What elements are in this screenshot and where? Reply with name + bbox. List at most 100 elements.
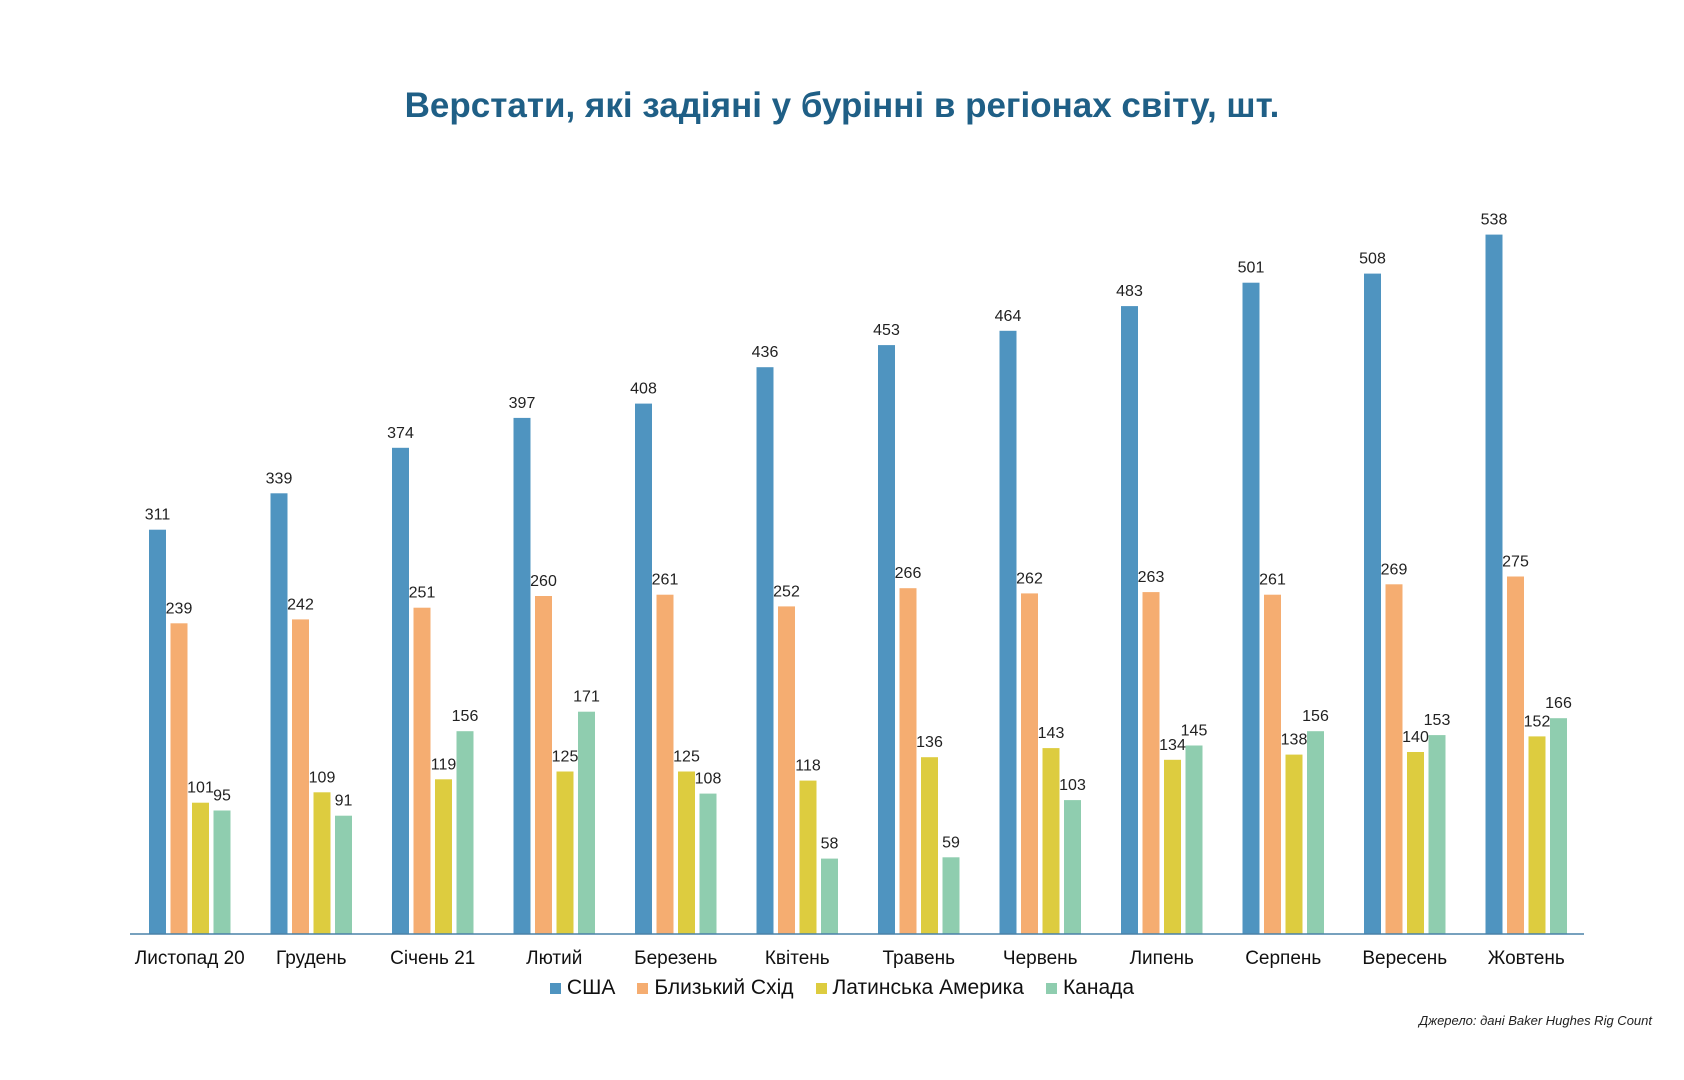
data-label: 91 — [335, 793, 353, 810]
bar — [1264, 594, 1281, 934]
data-label: 260 — [530, 573, 557, 590]
data-label: 266 — [895, 565, 922, 582]
data-label: 251 — [409, 585, 436, 602]
data-label: 239 — [166, 600, 193, 617]
data-label: 171 — [573, 689, 600, 706]
data-label: 275 — [1502, 554, 1529, 571]
bar — [1185, 745, 1203, 934]
data-label: 166 — [1545, 695, 1572, 712]
bar — [635, 403, 652, 935]
chart-title: Верстати, які задіяні у бурінні в регіон… — [404, 86, 1280, 125]
bar — [699, 793, 717, 934]
bar — [1042, 748, 1060, 934]
data-label: 125 — [673, 749, 700, 766]
x-tick-label: Березень — [634, 948, 717, 969]
bar — [149, 529, 166, 934]
x-tick-label: Грудень — [276, 948, 347, 969]
legend: США Близький Схід Латинська Америка Канада — [0, 976, 1684, 1000]
bar — [292, 619, 309, 934]
data-label: 261 — [1259, 572, 1286, 589]
bar — [413, 607, 431, 934]
bar — [778, 606, 795, 934]
data-label: 483 — [1116, 283, 1143, 300]
data-label: 108 — [695, 771, 722, 788]
legend-label: Близький Схід — [654, 976, 794, 999]
data-label: 103 — [1059, 777, 1086, 794]
bar — [1164, 759, 1181, 934]
data-label: 95 — [213, 788, 231, 805]
data-label: 269 — [1381, 561, 1408, 578]
data-label: 408 — [630, 381, 657, 398]
data-label: 59 — [942, 834, 960, 851]
data-label: 262 — [1016, 570, 1043, 587]
data-label: 397 — [509, 395, 536, 412]
bar — [335, 815, 352, 934]
bars-layer — [149, 234, 1567, 935]
data-label: 464 — [995, 308, 1022, 325]
bar — [921, 757, 938, 934]
data-label: 118 — [795, 758, 821, 775]
data-label: 125 — [552, 749, 579, 766]
legend-label: Латинська Америка — [832, 976, 1024, 999]
x-tick-label: Травень — [882, 948, 955, 969]
bar — [313, 792, 331, 934]
data-label: 140 — [1402, 729, 1429, 746]
data-label: 374 — [387, 425, 414, 442]
x-tick-label: Листопад 20 — [135, 948, 245, 969]
data-label: 143 — [1038, 725, 1065, 742]
bar — [1021, 593, 1038, 934]
legend-item: Близький Схід — [637, 976, 794, 1000]
data-label: 152 — [1524, 713, 1551, 730]
data-label: 109 — [309, 769, 336, 786]
bar — [1507, 576, 1524, 934]
data-label: 119 — [431, 756, 457, 773]
x-tick-label: Вересень — [1362, 948, 1447, 969]
x-tick-label: Квітень — [765, 948, 830, 969]
data-label: 145 — [1181, 723, 1208, 740]
bar — [170, 623, 188, 934]
bar — [535, 596, 552, 934]
data-label: 153 — [1424, 712, 1451, 729]
bar — [756, 367, 774, 934]
data-label: 501 — [1238, 260, 1265, 277]
data-label: 138 — [1281, 732, 1308, 749]
x-tick-label: Липень — [1130, 948, 1194, 969]
data-label: 263 — [1138, 569, 1165, 586]
legend-swatch — [1045, 982, 1057, 994]
bar — [270, 493, 288, 934]
data-label: 156 — [1302, 708, 1329, 725]
bar — [456, 731, 474, 934]
data-label: 136 — [916, 734, 943, 751]
bar — [942, 857, 960, 934]
data-label: 134 — [1159, 737, 1186, 754]
legend-item: США — [549, 976, 615, 1000]
x-tick-label: Лютий — [526, 948, 582, 969]
bar — [1142, 592, 1160, 934]
bar — [1064, 800, 1081, 934]
data-label: 508 — [1359, 251, 1386, 268]
legend-item: Канада — [1045, 976, 1134, 1000]
bar — [192, 802, 209, 934]
data-label: 101 — [187, 780, 214, 797]
data-label: 339 — [266, 470, 293, 487]
x-tick-label: Червень — [1003, 948, 1078, 969]
data-label: 453 — [873, 322, 900, 339]
bar — [1364, 273, 1381, 935]
legend-swatch — [815, 982, 827, 994]
data-label: 538 — [1481, 212, 1508, 229]
category-labels-layer: Листопад 20 Грудень Січень 21 Лютий Березень… — [135, 948, 1565, 969]
bar — [1307, 731, 1324, 934]
bar — [656, 594, 674, 934]
x-tick-label: Серпень — [1245, 948, 1321, 969]
bar — [878, 345, 895, 935]
bar — [899, 588, 917, 934]
legend-swatch — [549, 982, 561, 994]
x-tick-label: Січень 21 — [390, 948, 475, 969]
bar — [1485, 234, 1503, 935]
data-label: 436 — [752, 344, 779, 361]
x-tick-label: Жовтень — [1488, 948, 1565, 969]
data-label: 156 — [452, 708, 479, 725]
data-label: 58 — [821, 836, 839, 853]
bar — [821, 858, 838, 934]
